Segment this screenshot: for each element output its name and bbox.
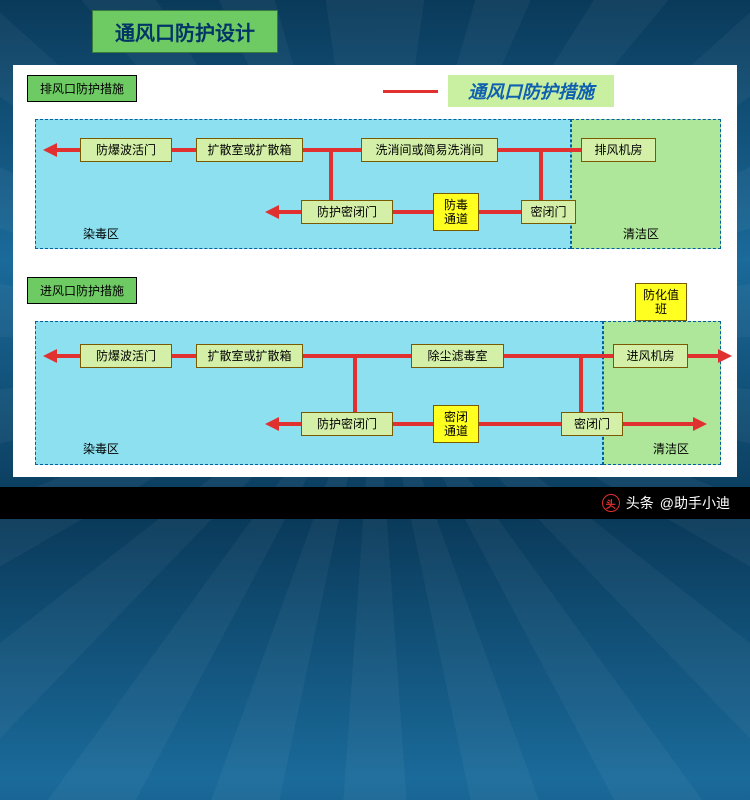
d2-conn	[57, 354, 80, 358]
d2-node-diffusion: 扩散室或扩散箱	[196, 344, 303, 368]
d2-node-filter: 除尘滤毒室	[411, 344, 504, 368]
footer-brand: 头条	[626, 493, 654, 513]
d2-node-blast-valve: 防爆波活门	[80, 344, 172, 368]
d2-node-duty: 防化值 班	[635, 283, 687, 321]
d1-zone-left-label: 染毒区	[83, 225, 119, 242]
page-title: 通风口防护设计	[92, 10, 278, 53]
subtitle-row: 通风口防护措施	[383, 75, 614, 107]
d2-node-sealed-passage: 密闭 通道	[433, 405, 479, 443]
subtitle-text: 通风口防护措施	[448, 75, 614, 107]
d2-conn	[504, 354, 613, 358]
d1-node-wash: 洗消间或简易洗消间	[361, 138, 498, 162]
d2-zone-right-label: 清洁区	[653, 440, 689, 457]
d1-zone-right-label: 清洁区	[623, 225, 659, 242]
d1-conn	[539, 150, 543, 200]
d1-node-blast-valve: 防爆波活门	[80, 138, 172, 162]
d2-conn	[303, 354, 411, 358]
d2-conn	[623, 422, 693, 426]
d1-node-diffusion: 扩散室或扩散箱	[196, 138, 303, 162]
d2-arrow-out2	[265, 417, 279, 431]
d2-zone-left-label: 染毒区	[83, 440, 119, 457]
d2-conn	[688, 354, 718, 358]
toutiao-logo-icon: 头	[602, 494, 620, 512]
d2-conn	[279, 422, 301, 426]
d1-node-sealed-door: 密闭门	[521, 200, 576, 224]
d1-node-fanroom: 排风机房	[581, 138, 656, 162]
d1-node-antidote-passage: 防毒 通道	[433, 193, 479, 231]
diagram2-label: 进风口防护措施	[27, 277, 137, 304]
page-body: 通风口防护措施 排风口防护措施 防爆波活门 扩散室或扩散箱 洗消间或简易洗消间 …	[13, 65, 737, 477]
d2-conn	[479, 422, 561, 426]
d1-arrow-out2	[265, 205, 279, 219]
d2-arrow-in	[718, 349, 732, 363]
d2-arrow-in2	[693, 417, 707, 431]
d2-node-sealed-door: 密闭门	[561, 412, 623, 436]
d2-node-fanroom: 进风机房	[613, 344, 688, 368]
diagram2-zone-contaminated	[35, 321, 603, 465]
d1-conn	[57, 148, 80, 152]
subtitle-bar	[383, 90, 438, 93]
d1-conn	[172, 148, 196, 152]
d1-conn	[279, 210, 301, 214]
d2-conn	[172, 354, 196, 358]
footer-handle: @助手小迪	[660, 493, 730, 513]
d1-arrow-out	[43, 143, 57, 157]
d1-conn	[479, 210, 521, 214]
footer-bar: 头 头条 @助手小迪	[0, 487, 750, 519]
diagram1-label: 排风口防护措施	[27, 75, 137, 102]
d1-conn	[393, 210, 433, 214]
d2-arrow-out	[43, 349, 57, 363]
d2-node-protective-door: 防护密闭门	[301, 412, 393, 436]
d2-conn	[579, 356, 583, 412]
d1-node-protective-door: 防护密闭门	[301, 200, 393, 224]
d2-conn	[393, 422, 433, 426]
